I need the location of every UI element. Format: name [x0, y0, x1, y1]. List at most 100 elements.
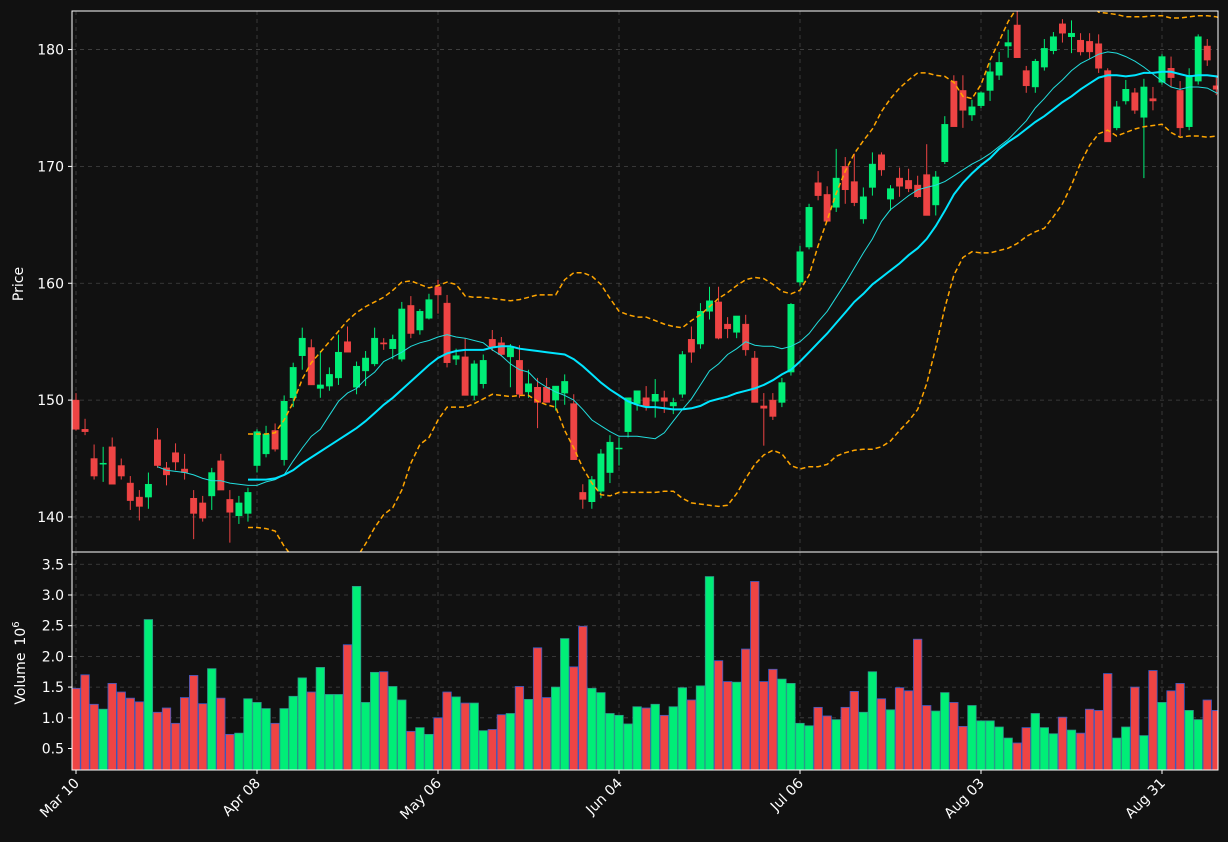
candle-up — [678, 354, 686, 395]
volume-bar-down — [1166, 690, 1176, 770]
volume-ytick-label: 0.5 — [42, 742, 64, 758]
candle-up — [335, 351, 342, 379]
candle-up — [805, 207, 813, 248]
candle-up — [588, 479, 596, 503]
candle-up — [362, 357, 370, 372]
volume-unit-base: 10 — [13, 628, 29, 646]
volume-bar-down — [822, 715, 832, 770]
candle-up — [733, 315, 741, 333]
volume-bar-down — [1103, 673, 1113, 770]
volume-bar-down — [713, 660, 724, 770]
volume-bar-down — [958, 726, 968, 770]
candle-up — [1040, 48, 1048, 68]
volume-bar-down — [1012, 742, 1022, 770]
volume-bar-up — [976, 720, 986, 770]
volume-bar-up — [1048, 733, 1059, 770]
price-ytick-label: 140 — [37, 510, 64, 526]
candle-down — [1013, 24, 1021, 58]
volume-bar-down — [686, 699, 697, 770]
volume-ytick-label: 3.0 — [42, 588, 64, 604]
volume-panel-frame — [71, 551, 1219, 771]
volume-bar-down — [170, 722, 181, 770]
candle-down — [1095, 43, 1103, 69]
volume-bar-up — [451, 696, 461, 770]
volume-bar-up — [885, 709, 896, 770]
volume-bar-up — [98, 708, 108, 770]
volume-bar-down — [913, 638, 923, 770]
candle-down — [199, 502, 207, 519]
candle-down — [923, 174, 931, 216]
volume-bar-down — [768, 668, 778, 770]
candle-down — [117, 465, 125, 477]
candle-down — [579, 492, 587, 500]
candle-up — [470, 363, 478, 396]
candle-down — [724, 323, 732, 330]
volume-bar-down — [949, 702, 959, 770]
candle-down — [950, 80, 958, 127]
candle-up — [398, 308, 406, 360]
candle-down — [271, 430, 279, 450]
candle-up — [624, 397, 632, 432]
candle-down — [751, 357, 759, 403]
candle-down — [163, 467, 170, 476]
volume-bar-down — [849, 690, 859, 770]
volume-bar-up — [234, 732, 244, 770]
volume-bar-up — [931, 710, 941, 770]
candle-down — [1086, 41, 1094, 53]
volume-bar-up — [279, 708, 289, 770]
candle-up — [1140, 86, 1148, 118]
candle-up — [1031, 60, 1039, 88]
candle-up — [389, 339, 397, 349]
candle-up — [262, 433, 270, 455]
volume-bar-up — [261, 708, 271, 770]
volume-bar-up — [668, 706, 678, 770]
volume-bar-up — [1003, 737, 1013, 770]
volume-bar-down — [641, 707, 651, 770]
candle-down — [154, 439, 161, 466]
volume-bar-down — [541, 697, 552, 770]
volume-bar-up — [560, 638, 570, 770]
candle-up — [1004, 42, 1012, 47]
price-ytick-label: 160 — [37, 276, 64, 292]
candle-down — [380, 342, 388, 345]
candle-up — [452, 355, 460, 360]
volume-bar-down — [750, 581, 760, 770]
volume-bar-down — [894, 687, 905, 770]
candle-down — [516, 360, 523, 395]
candle-up — [99, 462, 107, 465]
volume-bar-up — [252, 702, 262, 770]
volume-bar-up — [804, 725, 814, 770]
volume-bar-up — [397, 699, 407, 770]
candle-down — [769, 399, 777, 417]
candle-up — [606, 441, 614, 473]
candle-up — [561, 381, 569, 394]
volume-bar-down — [406, 730, 416, 770]
candle-up — [1158, 56, 1166, 83]
volume-bar-down — [659, 714, 669, 770]
candle-down — [190, 498, 198, 514]
volume-bar-up — [858, 711, 868, 770]
candle-up — [298, 337, 306, 356]
candle-up — [633, 390, 641, 404]
candle-down — [407, 305, 415, 334]
candle-up — [697, 311, 704, 345]
candle-down — [914, 184, 922, 198]
candle-up — [778, 382, 786, 403]
volume-bar-up — [704, 576, 715, 770]
candle-up — [316, 384, 324, 389]
candle-down — [1203, 45, 1211, 61]
candle-up — [941, 124, 949, 162]
volume-bar-up — [523, 698, 534, 770]
volume-bar-up — [605, 713, 615, 770]
volume-bar-up — [831, 719, 841, 770]
volume-bar-up — [1039, 727, 1049, 770]
candle-down — [687, 339, 695, 353]
candle-down — [1176, 90, 1184, 129]
volume-bar-up — [478, 730, 488, 770]
candle-down — [1104, 70, 1112, 143]
volume-bar-down — [442, 691, 452, 770]
volume-unit-exponent: 6 — [11, 621, 22, 627]
candle-up — [887, 188, 894, 200]
candle-up — [995, 62, 1003, 76]
